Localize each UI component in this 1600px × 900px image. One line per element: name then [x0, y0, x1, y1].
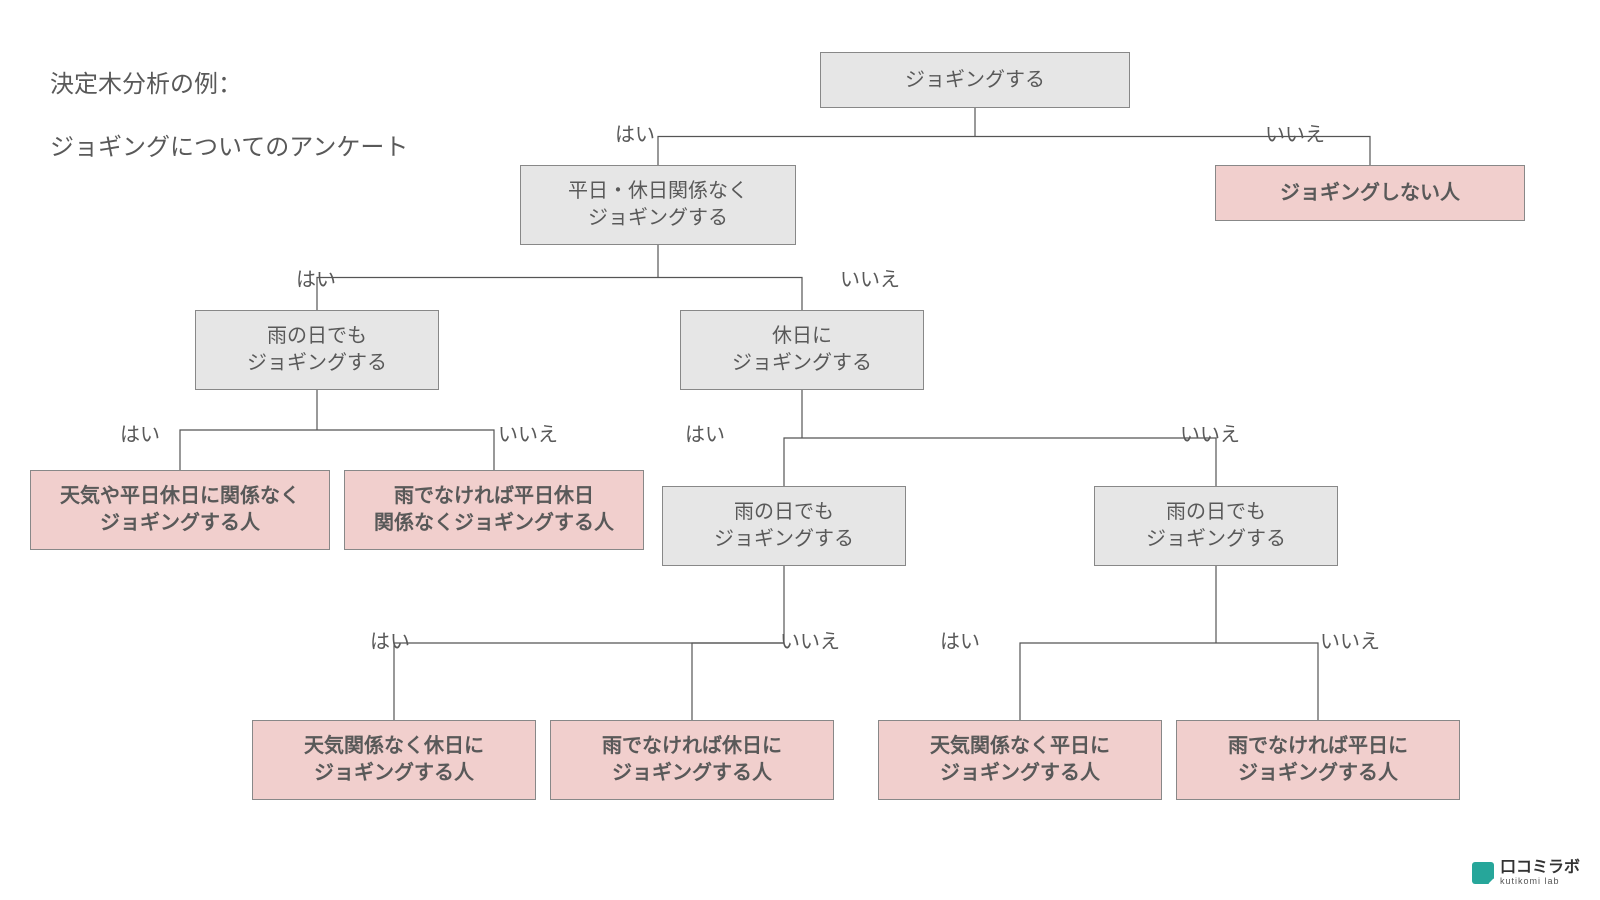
- branch-label-no: いいえ: [1320, 625, 1380, 654]
- terminal-node-tC: 天気関係なく休日にジョギングする人: [252, 720, 536, 800]
- branch-label-no: いいえ: [1265, 118, 1325, 147]
- logo-text: 口コミラボ: [1500, 860, 1580, 876]
- decision-node-rain_right: 雨の日でもジョギングする: [1094, 486, 1338, 566]
- branch-label-no: いいえ: [780, 625, 840, 654]
- decision-node-rain_left: 雨の日でもジョギングする: [195, 310, 439, 390]
- branch-label-yes: はい: [296, 263, 336, 292]
- brand-logo: 口コミラボ kutikomi lab: [1472, 860, 1580, 886]
- branch-label-yes: はい: [940, 625, 980, 654]
- terminal-node-tE: 天気関係なく平日にジョギングする人: [878, 720, 1162, 800]
- branch-label-yes: はい: [615, 118, 655, 147]
- title-line2: ジョギングについてのアンケート: [50, 134, 408, 161]
- branch-label-yes: はい: [120, 418, 160, 447]
- branch-label-no: いいえ: [498, 418, 558, 447]
- title-line1: 決定木分析の例：: [50, 71, 242, 98]
- logo-icon: [1472, 862, 1494, 884]
- decision-node-rain_mid: 雨の日でもジョギングする: [662, 486, 906, 566]
- branch-label-no: いいえ: [840, 263, 900, 292]
- logo-subtext: kutikomi lab: [1500, 876, 1580, 886]
- diagram-title: 決定木分析の例： ジョギングについてのアンケート: [50, 36, 408, 162]
- terminal-node-tD: 雨でなければ休日にジョギングする人: [550, 720, 834, 800]
- decision-node-weekday: 平日・休日関係なくジョギングする: [520, 165, 796, 245]
- branch-label-yes: はい: [370, 625, 410, 654]
- decision-node-root: ジョギングする: [820, 52, 1130, 108]
- branch-label-no: いいえ: [1180, 418, 1240, 447]
- branch-label-yes: はい: [685, 418, 725, 447]
- terminal-node-tB: 雨でなければ平日休日関係なくジョギングする人: [344, 470, 644, 550]
- terminal-node-no_jog: ジョギングしない人: [1215, 165, 1525, 221]
- decision-node-holiday: 休日にジョギングする: [680, 310, 924, 390]
- terminal-node-tF: 雨でなければ平日にジョギングする人: [1176, 720, 1460, 800]
- terminal-node-tA: 天気や平日休日に関係なくジョギングする人: [30, 470, 330, 550]
